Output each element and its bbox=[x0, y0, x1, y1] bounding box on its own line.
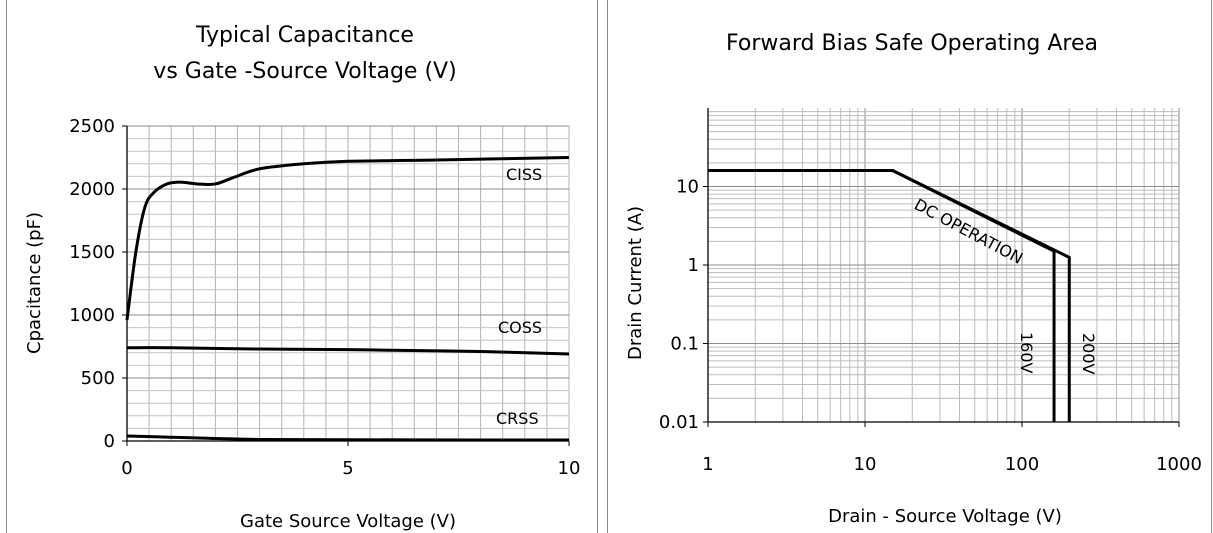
y-tick-label: 0.01 bbox=[659, 412, 699, 433]
panel-border-right bbox=[1211, 0, 1212, 533]
chart-title-line-1: Typical Capacitance bbox=[195, 23, 414, 48]
capacitance-grid bbox=[122, 125, 570, 446]
y-tick-label: 1 bbox=[688, 255, 699, 276]
soa-boundary-200v bbox=[708, 168, 1071, 422]
panel-border-right bbox=[597, 0, 598, 533]
chart-title-line-2: vs Gate -Source Voltage (V) bbox=[153, 59, 456, 84]
series-label-200v: 200V bbox=[1079, 333, 1098, 375]
soa-series bbox=[708, 168, 1071, 422]
x-tick-label: 100 bbox=[1005, 454, 1039, 475]
x-axis-label: Drain - Source Voltage (V) bbox=[828, 506, 1062, 527]
y-tick-label: 1500 bbox=[69, 242, 115, 263]
y-tick-label: 500 bbox=[81, 368, 115, 389]
series-label-crss: CRSS bbox=[496, 409, 539, 428]
capacitance-series bbox=[125, 156, 570, 442]
panel-border-left bbox=[607, 0, 608, 533]
y-tick-label: 0.1 bbox=[670, 334, 699, 355]
series-line-crss bbox=[126, 434, 570, 442]
y-tick-label: 1000 bbox=[69, 305, 115, 326]
series-label-160v: 160V bbox=[1017, 332, 1036, 374]
y-axis-label: Cpacitance (pF) bbox=[24, 212, 45, 354]
capacitance-chart-panel: Typical Capacitance vs Gate -Source Volt… bbox=[0, 0, 606, 533]
x-tick-label: 5 bbox=[342, 458, 353, 479]
capacitance-chart: Typical Capacitance vs Gate -Source Volt… bbox=[24, 23, 581, 532]
y-axis-label: Drain Current (A) bbox=[625, 206, 646, 360]
x-tick-label: 10 bbox=[558, 458, 581, 479]
series-line-ciss bbox=[125, 156, 570, 321]
x-tick-label: 0 bbox=[121, 458, 132, 479]
x-tick-label: 1000 bbox=[1156, 454, 1202, 475]
annotation-dc-operation: DC OPERATION bbox=[911, 195, 1026, 268]
soa-grid bbox=[703, 108, 1180, 427]
x-axis-label: Gate Source Voltage (V) bbox=[240, 511, 456, 532]
y-tick-label: 2500 bbox=[69, 116, 115, 137]
y-tick-label: 2000 bbox=[69, 179, 115, 200]
series-line-coss bbox=[126, 346, 570, 356]
x-tick-label: 10 bbox=[854, 454, 877, 475]
y-tick-label: 0 bbox=[104, 431, 115, 452]
soa-chart: Forward Bias Safe Operating Area Drain -… bbox=[625, 31, 1202, 527]
chart-title: Forward Bias Safe Operating Area bbox=[726, 31, 1098, 56]
soa-chart-panel: Forward Bias Safe Operating Area Drain -… bbox=[607, 0, 1213, 533]
x-tick-label: 1 bbox=[702, 454, 713, 475]
panel-border-left bbox=[6, 0, 7, 533]
series-label-ciss: CISS bbox=[506, 165, 542, 184]
y-tick-label: 10 bbox=[676, 177, 699, 198]
series-label-coss: COSS bbox=[498, 318, 542, 337]
